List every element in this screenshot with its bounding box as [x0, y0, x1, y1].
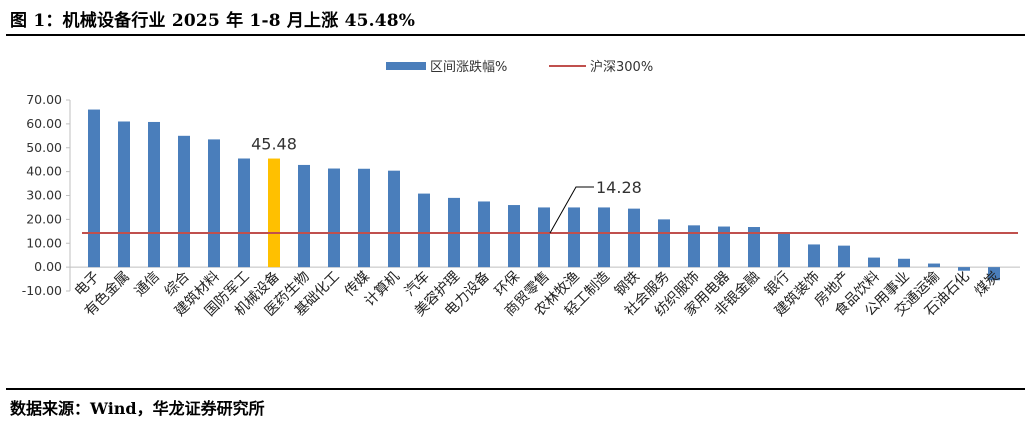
- bar-28: [898, 258, 910, 268]
- bar-6: [238, 158, 250, 268]
- bar-8: [298, 164, 310, 268]
- legend-bar-swatch: [386, 62, 426, 70]
- reference-value-label: 14.28: [596, 178, 642, 197]
- bar-chart: 区间涨跌幅% 沪深300% 70.00 60.00 50.00 40.00 30.00 2…: [22, 59, 1020, 320]
- bar-22: [718, 226, 730, 268]
- bar-31: [988, 267, 1000, 281]
- bar-26: [838, 245, 850, 268]
- bar-25: [808, 244, 820, 268]
- y-tick-label: 50.00: [26, 140, 62, 155]
- legend-line-label: 沪深300%: [590, 59, 653, 75]
- y-tick-label: 0.00: [34, 259, 62, 274]
- legend-bar-label: 区间涨跌幅%: [430, 59, 507, 75]
- reference-line-group: 14.28: [82, 178, 1018, 235]
- bar-7: [268, 158, 280, 268]
- bar-21: [688, 225, 700, 268]
- bar-4: [178, 135, 190, 268]
- bottom-rule: [6, 388, 1025, 390]
- legend: 区间涨跌幅% 沪深300%: [386, 59, 653, 75]
- bar-11: [388, 170, 400, 268]
- top-rule: [6, 34, 1025, 36]
- bar-29: [928, 263, 940, 268]
- bar-10: [358, 168, 370, 268]
- bar-3: [148, 121, 160, 268]
- x-axis-labels: 电子有色金属通信综合建筑材料国防军工机械设备医药生物基础化工传媒计算机汽车美容护…: [72, 268, 1003, 320]
- figure-title: 图 1：机械设备行业 2025 年 1-8 月上涨 45.48%: [10, 11, 416, 31]
- bar-17: [568, 207, 580, 268]
- bar-27: [868, 257, 880, 268]
- bar-16: [538, 207, 550, 268]
- bar-20: [658, 219, 670, 268]
- highlight-data-label: 45.48: [251, 135, 297, 154]
- bar-5: [208, 139, 220, 268]
- bar-24: [778, 233, 790, 268]
- bar-19: [628, 208, 640, 268]
- y-tick-label: 60.00: [26, 116, 62, 131]
- bar-12: [418, 193, 430, 268]
- bar-30: [958, 267, 970, 271]
- bar-14: [478, 201, 490, 268]
- y-tick-label: 70.00: [26, 92, 62, 107]
- reference-callout-leader: [549, 186, 594, 234]
- y-axis: 70.00 60.00 50.00 40.00 30.00 20.00 10.00 0.00 -…: [22, 92, 71, 298]
- source-note: 数据来源：Wind，华龙证券研究所: [10, 399, 265, 418]
- y-tick-label: 10.00: [26, 235, 62, 250]
- bar-15: [508, 205, 520, 268]
- bar-18: [598, 207, 610, 268]
- x-tick-label: 计算机: [362, 269, 403, 310]
- bar-9: [328, 168, 340, 268]
- y-tick-label: -10.00: [22, 283, 62, 298]
- bar-1: [88, 109, 100, 268]
- bars: 45.48: [70, 109, 1020, 281]
- bar-23: [748, 227, 760, 268]
- y-tick-label: 30.00: [26, 188, 62, 203]
- y-tick-label: 40.00: [26, 164, 62, 179]
- x-tick-label: 通信: [132, 269, 163, 300]
- y-tick-label: 20.00: [26, 211, 62, 226]
- bar-2: [118, 121, 130, 268]
